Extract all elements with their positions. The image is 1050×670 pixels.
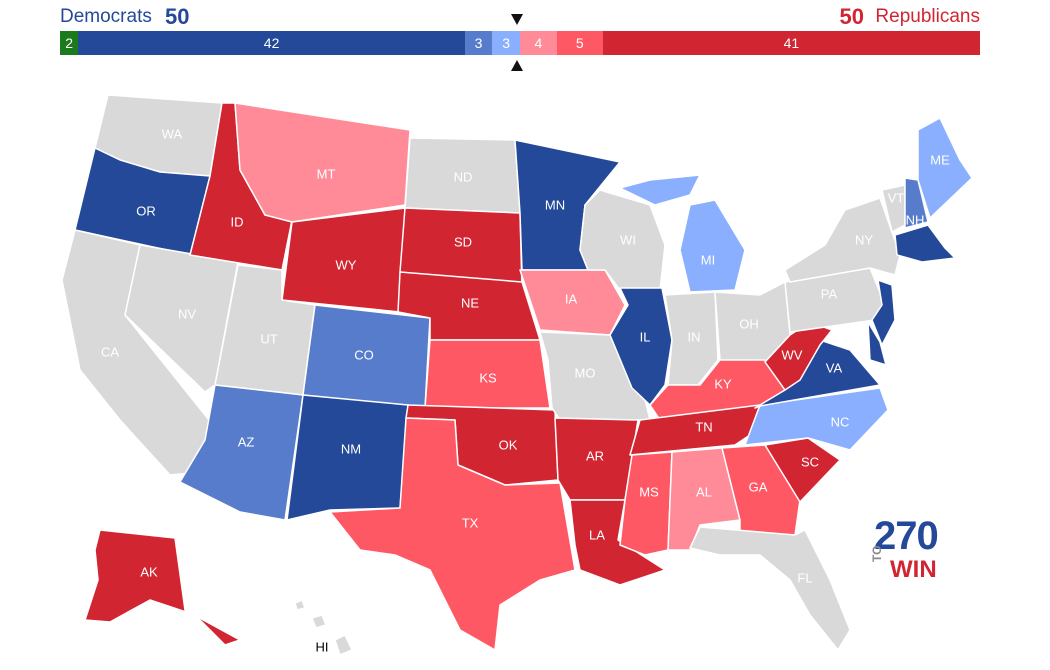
republicans-label: Republicans (875, 6, 980, 27)
seat-balance-bar: 2 42 3 3 4 5 41 (60, 31, 980, 55)
state-ma[interactable] (894, 224, 956, 263)
seat-count-header: Democrats 50 50 Republicans (60, 4, 980, 30)
label-pa: PA (821, 286, 838, 301)
state-nj[interactable] (871, 279, 896, 346)
label-va: VA (826, 360, 843, 375)
bar-segment-lean-dem[interactable]: 3 (492, 31, 520, 55)
label-la: LA (589, 527, 605, 542)
state-ks[interactable] (424, 339, 551, 409)
label-ak: AK (140, 564, 158, 579)
label-ia: IA (565, 291, 578, 306)
label-ut: UT (260, 331, 277, 346)
label-ks: KS (479, 370, 497, 385)
bar-segment-safe-rep[interactable]: 41 (602, 31, 980, 55)
state-nh[interactable] (904, 177, 929, 229)
label-ar: AR (586, 448, 604, 463)
state-de[interactable] (867, 321, 887, 366)
label-mt: MT (317, 166, 336, 181)
label-ny: NY (855, 232, 873, 247)
label-id: ID (231, 214, 244, 229)
label-co: CO (354, 347, 374, 362)
label-ky: KY (714, 376, 732, 391)
label-fl: FL (797, 570, 812, 585)
label-nm: NM (341, 441, 361, 456)
label-tx: TX (462, 515, 479, 530)
label-wa: WA (162, 126, 183, 141)
state-ak[interactable] (84, 529, 241, 646)
label-vt: VT (888, 190, 905, 205)
state-nm[interactable] (286, 394, 409, 521)
label-mi: MI (701, 252, 715, 267)
270towin-logo[interactable]: 270 TO WIN (870, 514, 952, 584)
label-nc: NC (831, 414, 850, 429)
label-mn: MN (545, 197, 565, 212)
bar-segment-lean-rep[interactable]: 4 (519, 31, 557, 55)
label-ca: CA (101, 344, 119, 359)
state-wv[interactable] (764, 321, 833, 391)
state-hi[interactable] (294, 599, 353, 656)
label-sd: SD (454, 234, 472, 249)
label-mo: MO (575, 365, 596, 380)
bar-segment-likely-rep[interactable]: 5 (556, 31, 603, 55)
label-nv: NV (178, 306, 196, 321)
state-nc[interactable] (744, 387, 889, 451)
label-tn: TN (695, 419, 712, 434)
label-wy: WY (336, 257, 357, 272)
logo-to: TO (870, 545, 884, 562)
state-fl[interactable] (689, 526, 851, 651)
label-sc: SC (801, 454, 819, 469)
logo-number: 270 (874, 514, 939, 558)
bar-segment-independent[interactable]: 2 (60, 31, 79, 55)
label-wi: WI (620, 232, 636, 247)
logo-win: WIN (890, 556, 937, 583)
label-me: ME (930, 152, 950, 167)
state-me[interactable] (917, 117, 973, 219)
label-in: IN (688, 329, 701, 344)
label-ok: OK (499, 437, 518, 452)
label-wv: WV (782, 347, 803, 362)
label-hi: HI (316, 639, 329, 654)
label-or: OR (136, 203, 156, 218)
label-az: AZ (238, 434, 255, 449)
label-il: IL (640, 329, 651, 344)
republicans-seat-count: 50 (839, 4, 864, 29)
state-ny[interactable] (784, 197, 901, 283)
state-az[interactable] (179, 384, 304, 521)
democrats-label: Democrats (60, 6, 152, 27)
majority-marker-top-icon (511, 14, 523, 25)
label-oh: OH (739, 316, 759, 331)
state-mi[interactable] (619, 174, 746, 293)
bar-segment-safe-dem[interactable]: 42 (78, 31, 465, 55)
state-mt[interactable] (234, 102, 411, 223)
label-nd: ND (454, 169, 473, 184)
label-nh: NH (906, 212, 925, 227)
label-al: AL (696, 484, 712, 499)
bar-segment-likely-dem[interactable]: 3 (464, 31, 493, 55)
label-ne: NE (461, 295, 479, 310)
label-ms: MS (639, 484, 659, 499)
democrats-seat-count: 50 (165, 4, 190, 29)
label-ga: GA (749, 479, 768, 494)
state-tx[interactable] (329, 417, 576, 651)
majority-marker-bottom-icon (511, 60, 523, 71)
